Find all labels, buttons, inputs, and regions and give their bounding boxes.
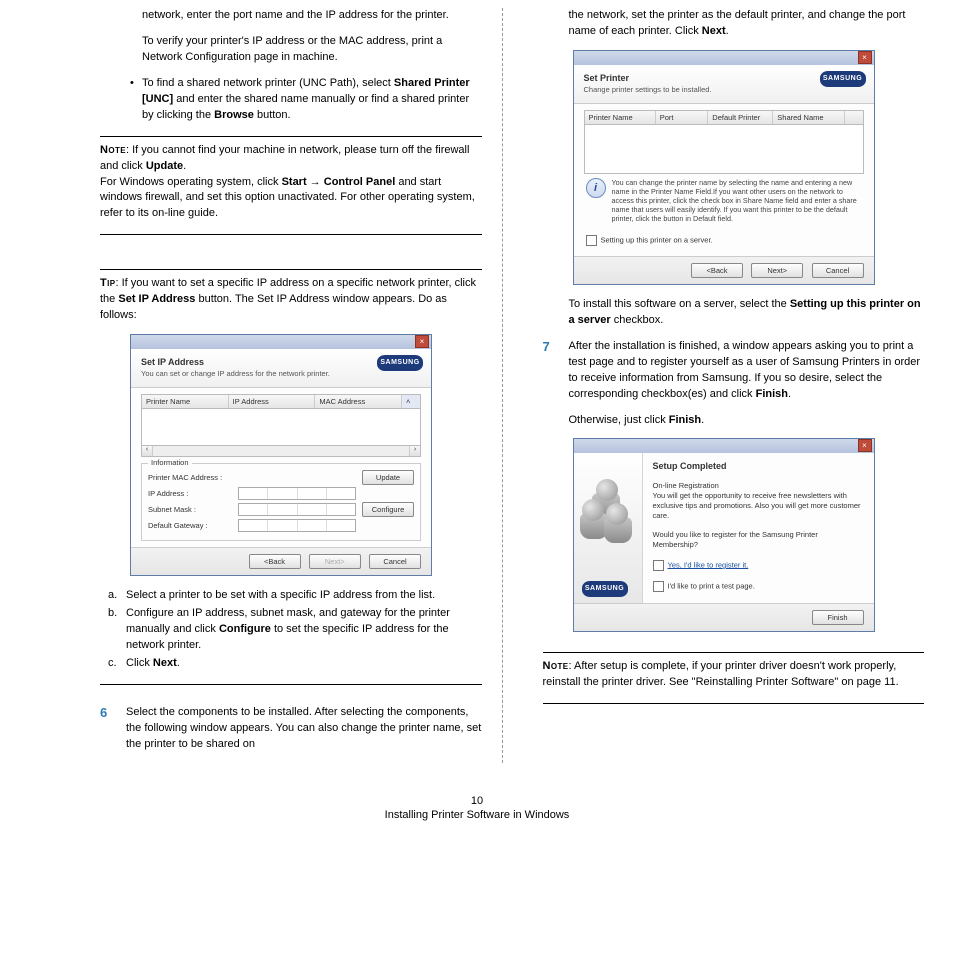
step-number: 7	[543, 339, 569, 403]
info-icon: i	[586, 178, 606, 198]
tip-label: Tip	[100, 277, 115, 289]
dialog-setup-completed: × SAMSUNG Setup Completed On-line Regist…	[573, 438, 875, 632]
testpage-checkbox[interactable]	[653, 581, 664, 592]
right-column: the network, set the printer as the defa…	[503, 8, 954, 763]
para-otherwise-finish: Otherwise, just click Finish.	[543, 413, 925, 429]
configure-button[interactable]: Configure	[362, 502, 414, 517]
button-row: <Back Next> Cancel	[131, 547, 431, 575]
divider	[100, 136, 482, 137]
para-network-port: network, enter the port name and the IP …	[100, 8, 482, 24]
divider	[543, 652, 925, 653]
note-label: Note	[543, 660, 569, 672]
cancel-button[interactable]: Cancel	[369, 554, 421, 569]
page-footer: 10 Installing Printer Software in Window…	[0, 783, 954, 833]
close-icon[interactable]: ×	[858, 51, 872, 64]
left-column: network, enter the port name and the IP …	[0, 8, 503, 763]
ip-input[interactable]	[238, 487, 356, 500]
samsung-logo: SAMSUNG	[820, 71, 866, 87]
printer-list[interactable]	[584, 125, 864, 174]
page: network, enter the port name and the IP …	[0, 0, 954, 783]
samsung-logo: SAMSUNG	[377, 355, 423, 371]
update-button[interactable]: Update	[362, 470, 414, 485]
tip-set-ip: Tip: If you want to set a specific IP ad…	[100, 276, 482, 324]
samsung-logo: SAMSUNG	[582, 581, 628, 597]
scrollbar[interactable]: ‹›	[141, 446, 421, 457]
printer-list[interactable]	[141, 409, 421, 446]
back-button[interactable]: <Back	[249, 554, 301, 569]
dialog-header: Set IP Address You can set or change IP …	[131, 349, 431, 388]
table-header: Printer Name IP Address MAC Address ˄	[141, 394, 421, 409]
gateway-input[interactable]	[238, 519, 356, 532]
dialog-set-ip: × Set IP Address You can set or change I…	[130, 334, 432, 576]
register-checkbox[interactable]	[653, 560, 664, 571]
cancel-button[interactable]: Cancel	[812, 263, 864, 278]
server-checkbox[interactable]	[586, 235, 597, 246]
back-button[interactable]: <Back	[691, 263, 743, 278]
subnet-input[interactable]	[238, 503, 356, 516]
note-firewall: Note: If you cannot find your machine in…	[100, 143, 482, 223]
next-button[interactable]: Next>	[309, 554, 361, 569]
sidebar-graphic: SAMSUNG	[574, 453, 643, 603]
step-number: 6	[100, 705, 126, 753]
divider	[100, 269, 482, 270]
para-server-install: To install this software on a server, se…	[543, 297, 925, 329]
note-reinstall: Note: After setup is complete, if your p…	[543, 659, 925, 691]
information-group: Information Printer MAC Address :Update …	[141, 463, 421, 541]
bullet-shared-printer: To find a shared network printer (UNC Pa…	[100, 76, 482, 124]
note-label: Note	[100, 144, 126, 156]
info-tip: i You can change the printer name by sel…	[584, 174, 864, 227]
server-checkbox-row: Setting up this printer on a server.	[586, 235, 864, 246]
close-icon[interactable]: ×	[858, 439, 872, 452]
footer-text: Installing Printer Software in Windows	[0, 809, 954, 821]
finish-button[interactable]: Finish	[812, 610, 864, 625]
step-7: 7 After the installation is finished, a …	[543, 339, 925, 403]
substeps: a.Select a printer to be set with a spec…	[100, 588, 482, 672]
para-network-default: the network, set the printer as the defa…	[543, 8, 925, 40]
page-number: 10	[0, 795, 954, 807]
next-button[interactable]: Next>	[751, 263, 803, 278]
people-icon	[582, 479, 634, 539]
divider	[543, 703, 925, 704]
divider	[100, 234, 482, 235]
divider	[100, 684, 482, 685]
para-verify-ip: To verify your printer's IP address or t…	[100, 34, 482, 66]
close-icon[interactable]: ×	[415, 335, 429, 348]
dialog-set-printer: × Set Printer Change printer settings to…	[573, 50, 875, 285]
dialog-subtitle: You can set or change IP address for the…	[141, 369, 421, 380]
dialog-title: Setup Completed	[653, 461, 864, 471]
table-header: Printer Name Port Default Printer Shared…	[584, 110, 864, 125]
step-6: 6 Select the components to be installed.…	[100, 705, 482, 753]
scroll-up-icon[interactable]: ˄	[402, 395, 420, 408]
titlebar: ×	[131, 335, 431, 349]
